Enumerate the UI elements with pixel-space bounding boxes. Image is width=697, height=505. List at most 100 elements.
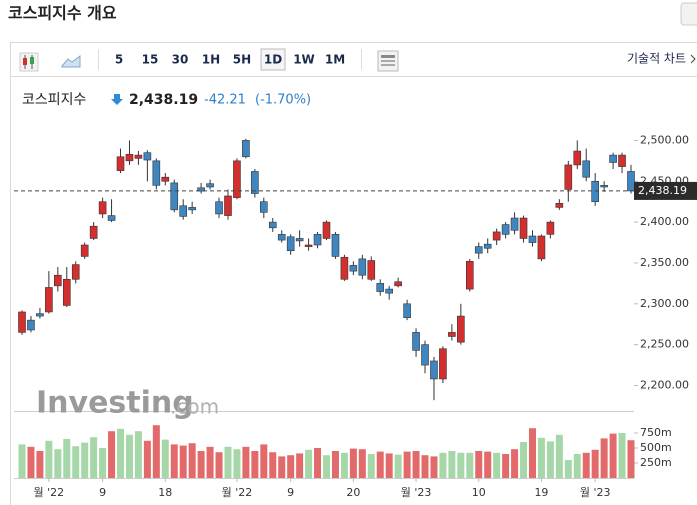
candle-body bbox=[591, 180, 599, 202]
candle-body bbox=[45, 287, 53, 313]
volume-bar bbox=[609, 433, 617, 478]
interval-button[interactable]: 1D bbox=[264, 53, 282, 67]
interval-button[interactable]: 5 bbox=[115, 53, 123, 67]
candle-body bbox=[98, 201, 107, 215]
volume-bar bbox=[54, 449, 62, 478]
volume-bar bbox=[358, 449, 366, 478]
volume-bar bbox=[45, 440, 53, 478]
interval-button[interactable]: 1H bbox=[202, 53, 220, 67]
candle-body bbox=[519, 217, 528, 239]
candle-body bbox=[367, 260, 376, 280]
volume-bar bbox=[573, 454, 581, 478]
volume-bar bbox=[385, 453, 393, 478]
x-tick-label: 9 bbox=[287, 486, 294, 499]
y-tick-label: 2,200.00 bbox=[640, 378, 689, 391]
candle-body bbox=[143, 152, 152, 161]
candle-body bbox=[260, 201, 268, 213]
candle-body bbox=[62, 278, 71, 306]
volume-bar bbox=[421, 455, 429, 478]
volume-bar bbox=[215, 452, 223, 478]
interval-button[interactable]: 1W bbox=[293, 53, 315, 67]
volume-bar bbox=[600, 438, 608, 478]
quote-price: 2,438.19 bbox=[129, 92, 198, 108]
interval-button[interactable]: 30 bbox=[172, 53, 189, 67]
x-tick-label: 월 '23 bbox=[401, 486, 432, 499]
candle-body bbox=[36, 313, 44, 317]
candle-body bbox=[286, 236, 295, 252]
watermark: Investing bbox=[36, 386, 194, 421]
volume-bar bbox=[251, 451, 259, 478]
x-tick-label: 월 '23 bbox=[580, 486, 611, 499]
volume-bar bbox=[206, 446, 214, 478]
volume-bar bbox=[376, 451, 384, 478]
interval-button[interactable]: 15 bbox=[142, 53, 159, 67]
last-price-label: 2,438.19 bbox=[638, 184, 687, 197]
volume-bar bbox=[134, 431, 142, 478]
last-price-box bbox=[634, 181, 697, 200]
volume-bar bbox=[197, 451, 205, 478]
candle-body bbox=[448, 332, 456, 337]
candle-body bbox=[412, 332, 420, 351]
layout-icon[interactable] bbox=[377, 50, 399, 72]
y-tick-label: 2,350.00 bbox=[640, 256, 689, 269]
technical-chart-link[interactable]: 기술적 차트 bbox=[627, 52, 686, 66]
candle-body bbox=[618, 154, 626, 167]
y2-tick-label: 500m bbox=[640, 441, 672, 454]
x-tick-label: 월 '22 bbox=[34, 486, 65, 499]
volume-bar bbox=[367, 454, 375, 478]
candle-body bbox=[188, 207, 196, 211]
volume-bar bbox=[188, 443, 196, 478]
volume-bar bbox=[269, 452, 277, 478]
x-tick-label: 월 '22 bbox=[222, 486, 253, 499]
interval-button[interactable]: 5H bbox=[233, 53, 251, 67]
volume-bar bbox=[125, 434, 133, 478]
candle-body bbox=[313, 234, 322, 246]
candle-body bbox=[474, 246, 483, 254]
candle-body bbox=[573, 150, 582, 166]
volume-bar bbox=[36, 451, 44, 478]
volume-bar bbox=[627, 440, 635, 478]
candle-body bbox=[501, 224, 510, 235]
y-tick-label: 2,300.00 bbox=[640, 297, 689, 310]
volume-bar bbox=[242, 446, 250, 478]
candle-body bbox=[322, 221, 331, 239]
volume-bar bbox=[511, 449, 519, 478]
down-arrow bbox=[111, 94, 123, 105]
candle-body bbox=[161, 176, 170, 182]
x-tick-label: 10 bbox=[472, 486, 486, 499]
candle-body bbox=[564, 164, 573, 190]
selected-interval bbox=[260, 48, 286, 71]
volume-bar bbox=[475, 451, 483, 478]
volume-bar bbox=[233, 449, 241, 478]
y-tick-label: 2,400.00 bbox=[640, 215, 689, 228]
watermark-suffix: .com bbox=[170, 395, 219, 419]
volume-bar bbox=[161, 439, 169, 478]
volume-bar bbox=[90, 437, 98, 478]
volume-bar bbox=[81, 442, 89, 478]
candle-body bbox=[376, 283, 385, 292]
candle-body bbox=[483, 243, 492, 249]
candle-body bbox=[170, 182, 179, 211]
candle-body bbox=[492, 231, 501, 241]
candle-body bbox=[349, 265, 358, 272]
volume-bar bbox=[537, 437, 545, 478]
volume-bar bbox=[466, 452, 474, 478]
candle-body bbox=[430, 360, 438, 380]
volume-bar bbox=[520, 442, 528, 478]
volume-bar bbox=[143, 440, 151, 478]
candle-icon[interactable] bbox=[19, 52, 39, 72]
candle-body bbox=[394, 281, 402, 287]
area-icon[interactable] bbox=[61, 55, 81, 68]
y-tick-label: 2,500.00 bbox=[640, 133, 689, 146]
volume-bar bbox=[582, 452, 590, 478]
candle-body bbox=[528, 235, 537, 243]
side-button[interactable] bbox=[680, 2, 697, 26]
candle-body bbox=[116, 156, 125, 171]
volume-bar bbox=[340, 452, 348, 478]
volume-bar bbox=[224, 446, 232, 478]
interval-button[interactable]: 1M bbox=[325, 53, 345, 67]
x-tick-label: 19 bbox=[534, 486, 548, 499]
candle-body bbox=[340, 256, 349, 280]
candle-body bbox=[358, 258, 367, 276]
candle-body bbox=[277, 234, 286, 241]
